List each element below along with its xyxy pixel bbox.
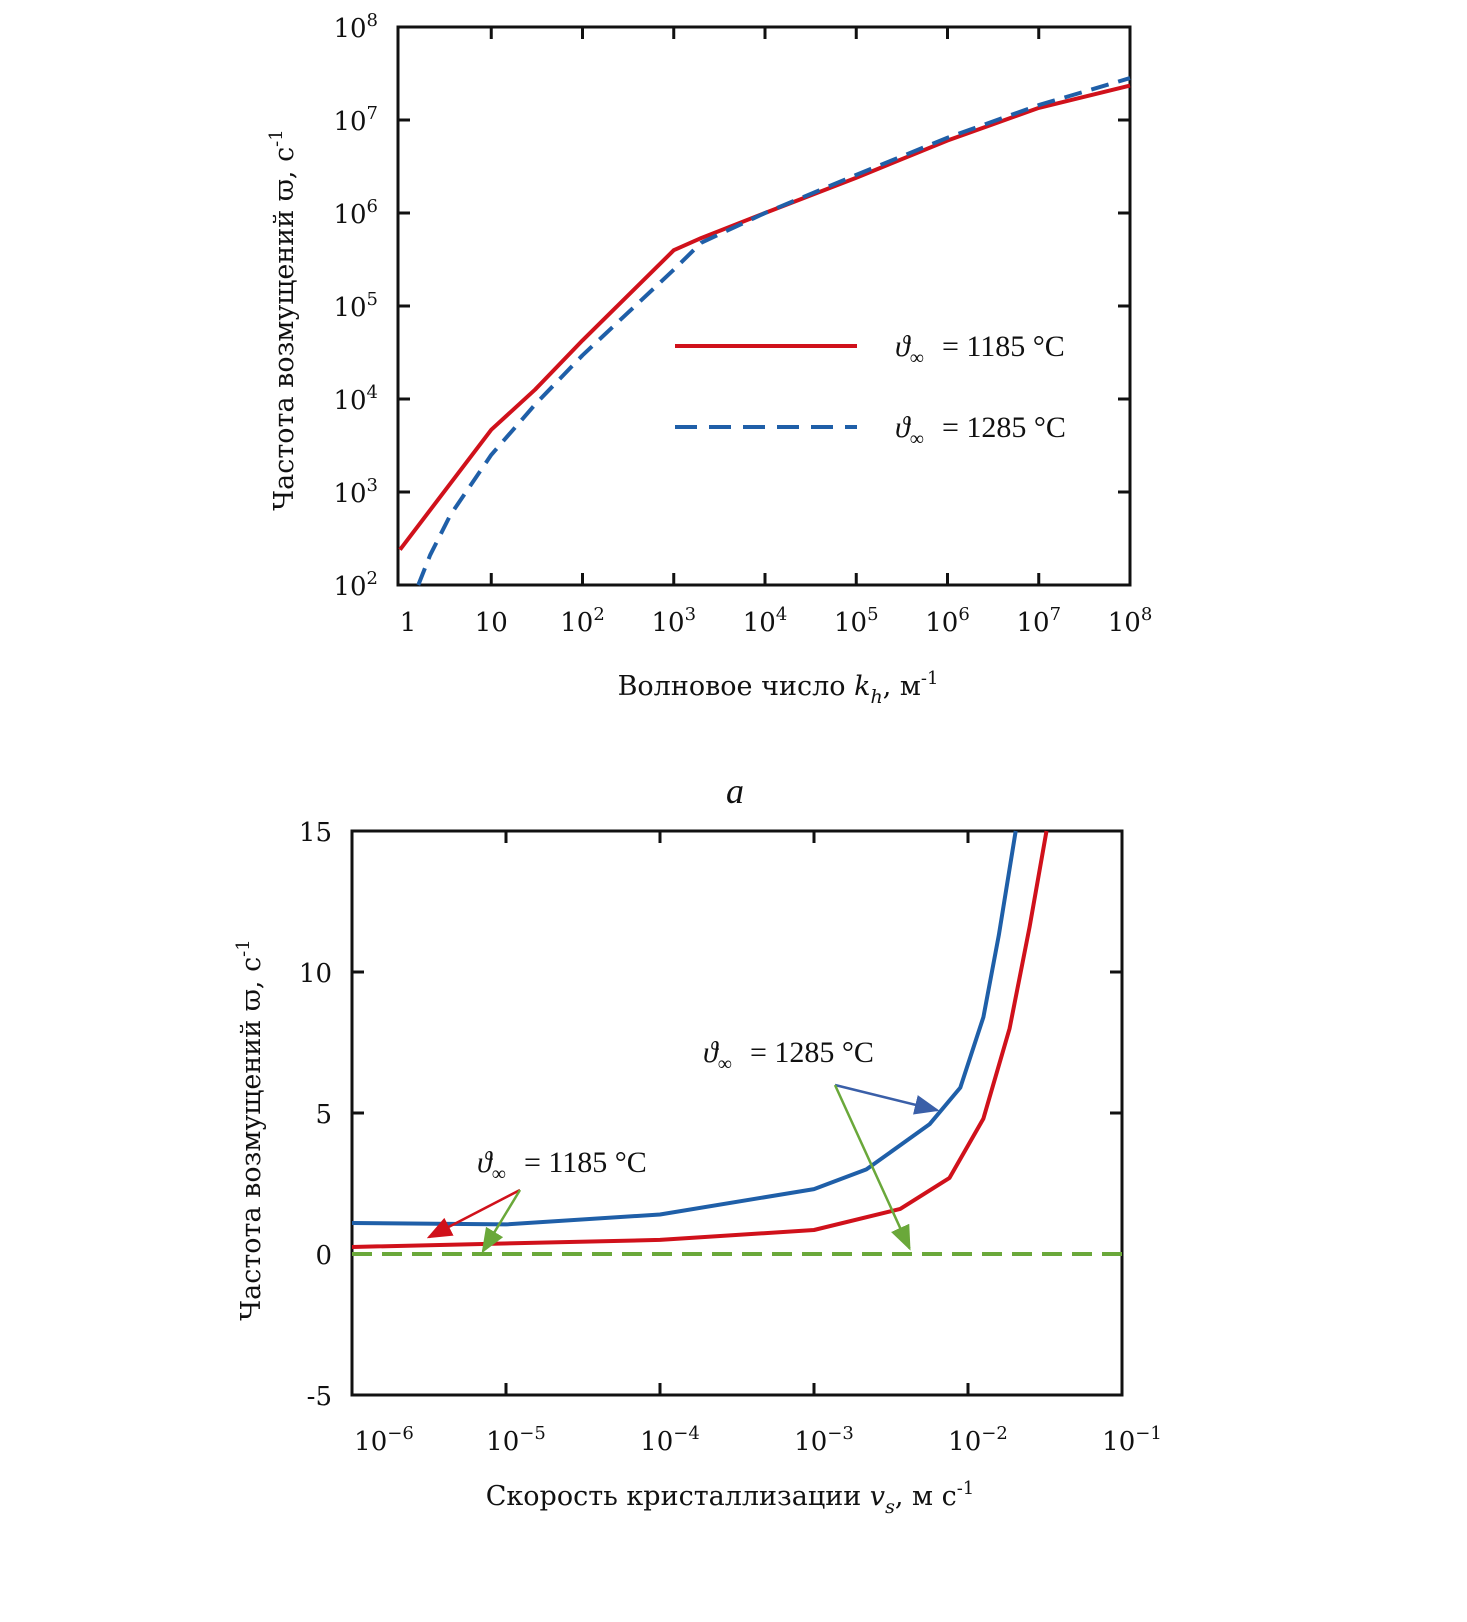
x-tick-label: 104 bbox=[743, 604, 788, 638]
x-tick-label: 108 bbox=[1108, 604, 1153, 638]
x-tick-label: 105 bbox=[834, 604, 879, 638]
x-tick-label: 106 bbox=[925, 604, 970, 638]
legend-label: ϑ∞ = 1285 °C bbox=[895, 411, 1066, 450]
annotation-label: ϑ∞ = 1185 °C bbox=[477, 1146, 647, 1185]
x-tick-label: 10−1 bbox=[1102, 1423, 1162, 1457]
series-line-1285 bbox=[416, 76, 1131, 586]
y-tick-label: 10 bbox=[299, 959, 332, 989]
y-tick-label: 5 bbox=[315, 1100, 332, 1130]
annotation-arrow bbox=[834, 1083, 940, 1115]
x-tick-label: 10−4 bbox=[640, 1423, 700, 1457]
x-tick-label: 103 bbox=[651, 604, 696, 638]
y-tick-label: 15 bbox=[299, 818, 332, 848]
y-axis-label: Частота возмущений ϖ, с-1 bbox=[266, 129, 300, 510]
y-tick-label: 102 bbox=[333, 568, 378, 602]
y-tick-label: 108 bbox=[333, 10, 378, 44]
y-tick-label: 0 bbox=[315, 1241, 332, 1271]
x-tick-label: 10 bbox=[475, 608, 508, 638]
x-tick-label: 10−5 bbox=[486, 1423, 546, 1457]
chart-b: 10−6 10−5 10−4 10−3 10−2 10−1 -5 0 5 10 15 ϑ∞ = 1285… bbox=[233, 818, 1162, 1518]
y-tick-label: 103 bbox=[333, 475, 378, 509]
annotation-arrow bbox=[426, 1188, 521, 1239]
caption-a: a bbox=[726, 771, 744, 811]
series-line-1185 bbox=[398, 83, 1131, 551]
annotation-label: ϑ∞ = 1285 °C bbox=[703, 1036, 874, 1075]
x-tick-label: 10−2 bbox=[948, 1423, 1008, 1457]
x-axis-label: Волновое число kh, м-1 bbox=[618, 668, 939, 708]
annotation-arrow bbox=[481, 1189, 522, 1254]
y-axis-label: Частота возмущений ϖ, с-1 bbox=[233, 939, 267, 1320]
x-tick-label: 10−3 bbox=[794, 1423, 854, 1457]
y-tick-label: 105 bbox=[333, 289, 378, 323]
y-tick-label: -5 bbox=[307, 1382, 332, 1412]
annotation-arrow bbox=[833, 1084, 911, 1251]
y-tick-label: 104 bbox=[333, 382, 378, 416]
x-tick-label: 102 bbox=[560, 604, 605, 638]
x-axis-label: Скорость кристаллизации vs, м с-1 bbox=[486, 1478, 975, 1518]
series-line-1285C bbox=[351, 830, 1018, 1227]
chart-a: 1 10 102 103 104 105 106 107 108 102 103 104 105 106 1… bbox=[266, 10, 1152, 708]
x-tick-label: 107 bbox=[1016, 604, 1061, 638]
x-tick-label: 1 bbox=[400, 608, 417, 638]
y-tick-label: 107 bbox=[333, 103, 378, 137]
plot-frame bbox=[350, 829, 1124, 1397]
series-line-1185C bbox=[351, 830, 1049, 1249]
y-tick-label: 106 bbox=[333, 196, 378, 230]
x-tick-label: 10−6 bbox=[354, 1423, 414, 1457]
legend-label: ϑ∞ = 1185 °C bbox=[895, 330, 1065, 369]
